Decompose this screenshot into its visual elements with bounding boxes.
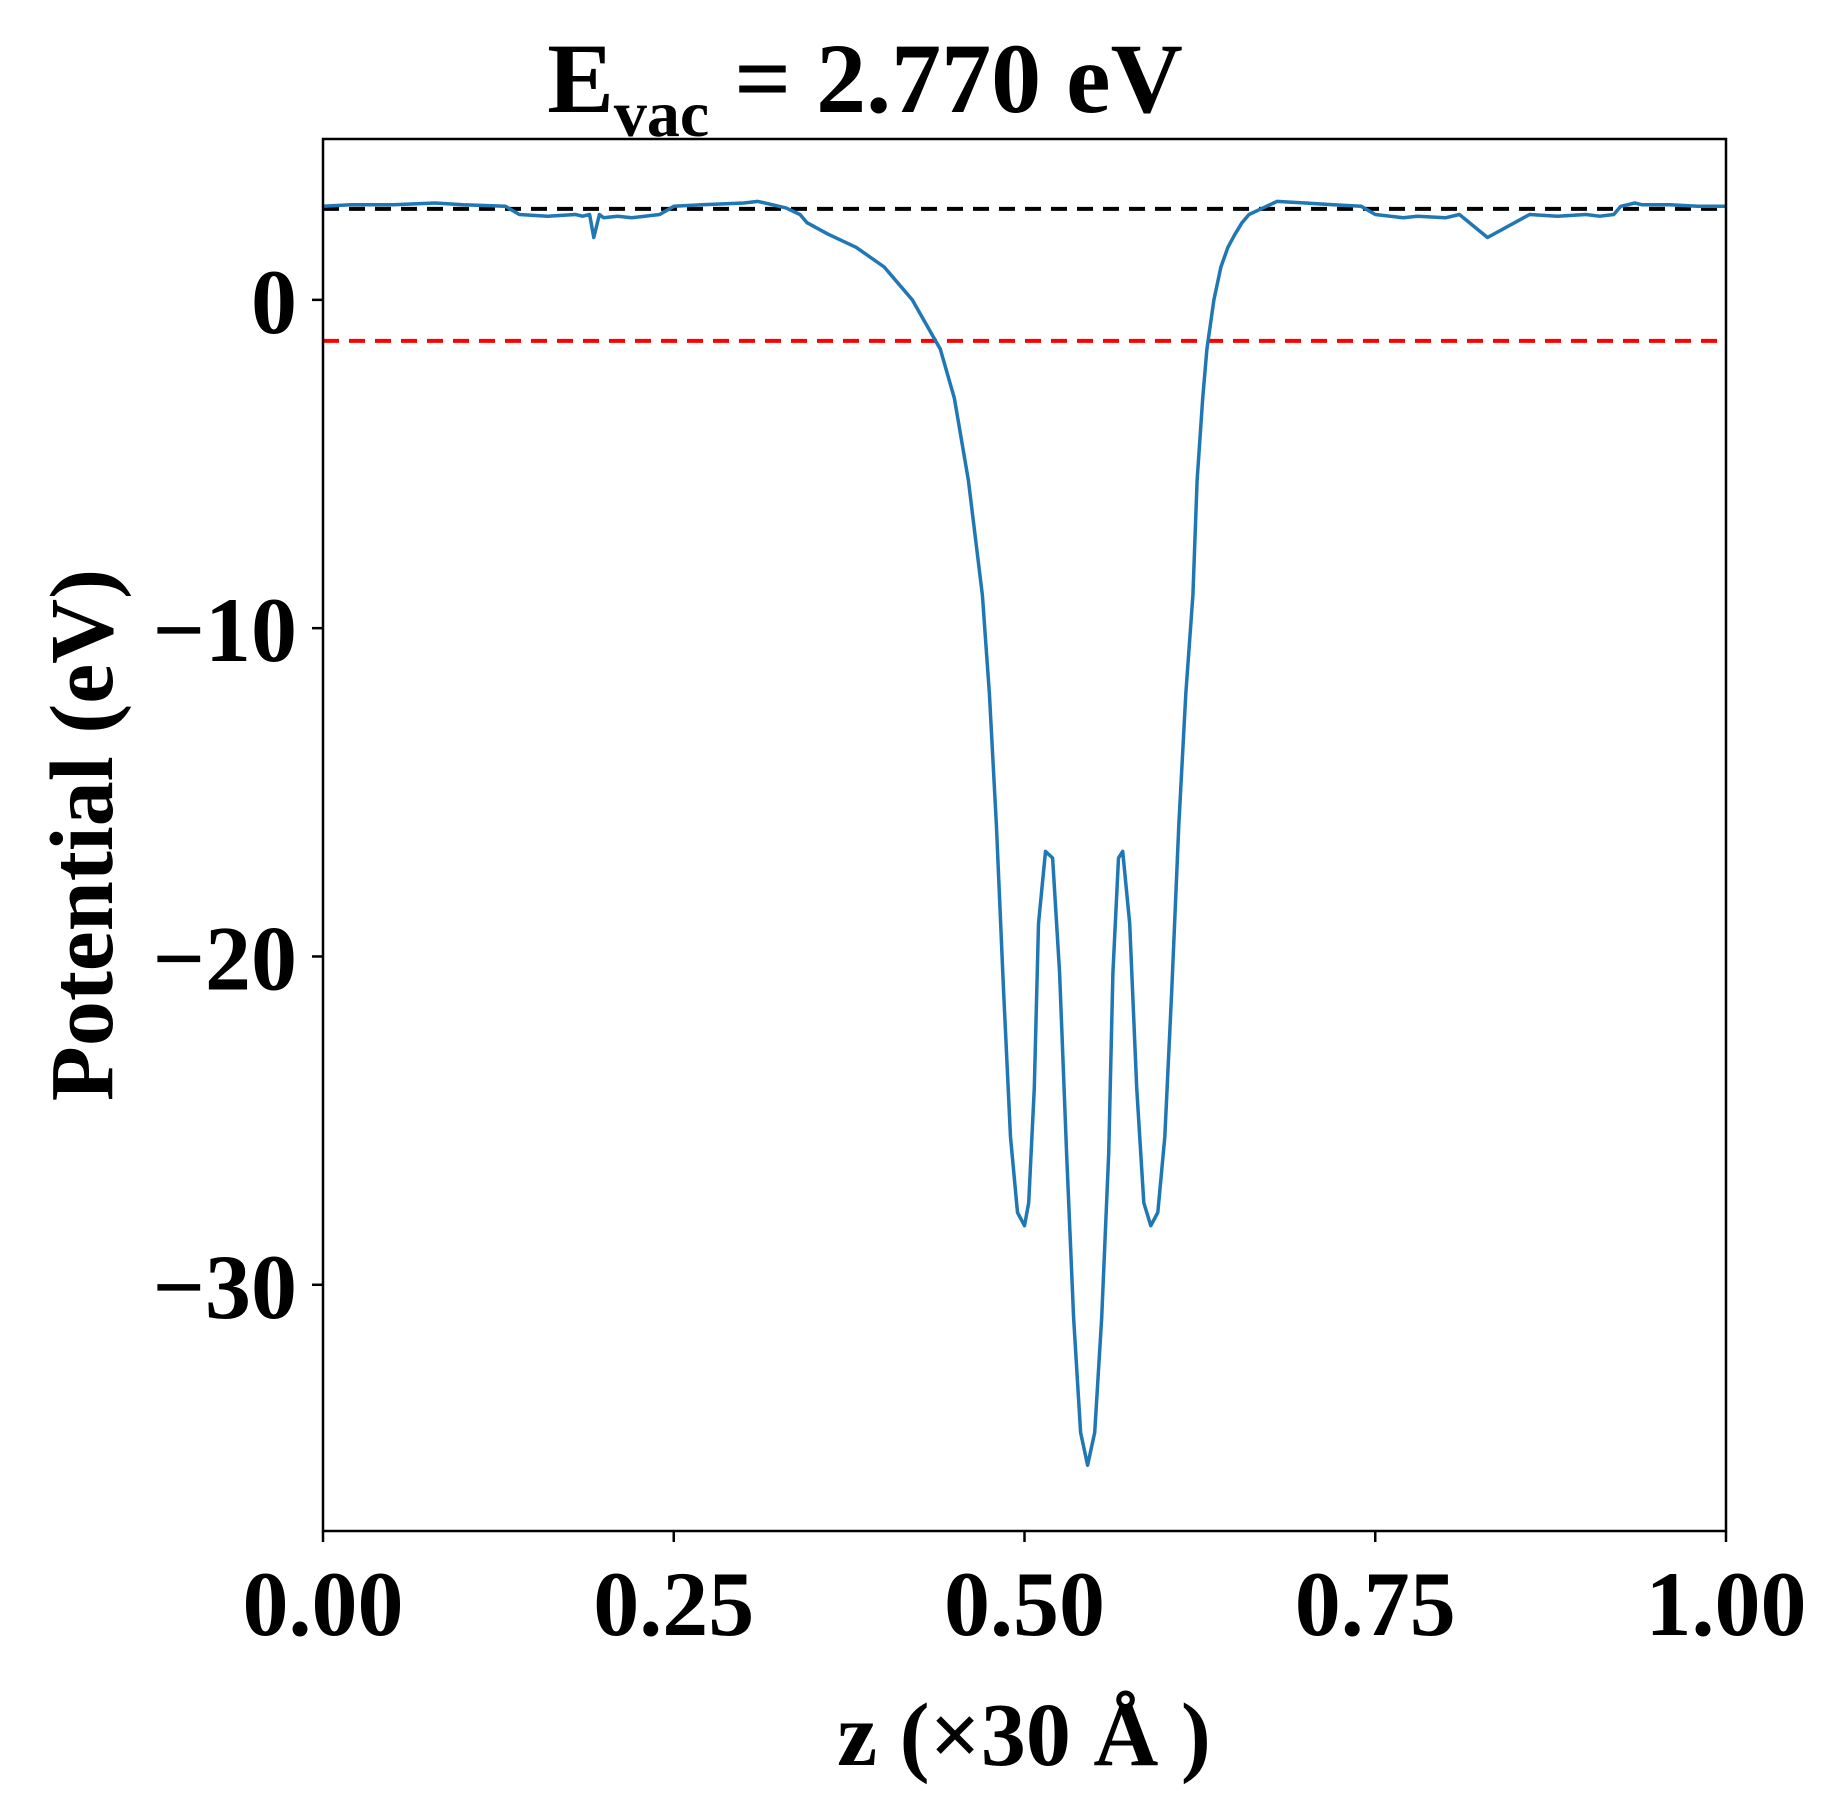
axes-frame <box>321 137 1728 1533</box>
y-axis-label: Potential (eV) <box>33 569 132 1101</box>
x-tick-label-2: 0.50 <box>944 1553 1105 1655</box>
title-rest: = 2.770 eV <box>709 23 1183 134</box>
x-tick-label-4: 1.00 <box>1646 1553 1807 1655</box>
x-tick-label-1: 0.25 <box>593 1553 754 1655</box>
y-tick-label-1: −10 <box>153 579 297 681</box>
y-tick-label-3: −30 <box>153 1236 297 1338</box>
y-tick-label-2: −20 <box>153 907 297 1009</box>
x-tick-label-3: 0.75 <box>1295 1553 1456 1655</box>
chart-title: Evac = 2.770 eV <box>547 23 1183 151</box>
x-axis-label: z (×30 Å ) <box>837 1686 1211 1785</box>
y-tick-label-0: 0 <box>251 251 297 353</box>
x-axis: 0.00 0.25 0.50 0.75 1.00 <box>243 1531 1807 1655</box>
y-axis: 0 −10 −20 −30 <box>153 251 323 1338</box>
x-tick-label-0: 0.00 <box>243 1553 404 1655</box>
potential-series-line <box>322 199 1726 1468</box>
plot-area <box>322 199 1726 1468</box>
title-subscript: vac <box>614 78 709 151</box>
reference-lines <box>323 206 1726 343</box>
title-main: E <box>547 23 614 134</box>
